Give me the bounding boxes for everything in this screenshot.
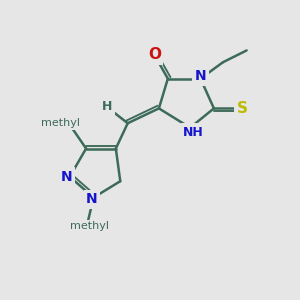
Text: methyl: methyl bbox=[41, 118, 80, 128]
Text: N: N bbox=[195, 69, 206, 83]
Text: methyl: methyl bbox=[70, 221, 109, 231]
Text: S: S bbox=[237, 101, 248, 116]
Text: O: O bbox=[148, 47, 161, 62]
Text: N: N bbox=[61, 170, 73, 184]
Text: NH: NH bbox=[183, 126, 204, 139]
Text: H: H bbox=[102, 100, 112, 113]
Text: N: N bbox=[86, 192, 98, 206]
